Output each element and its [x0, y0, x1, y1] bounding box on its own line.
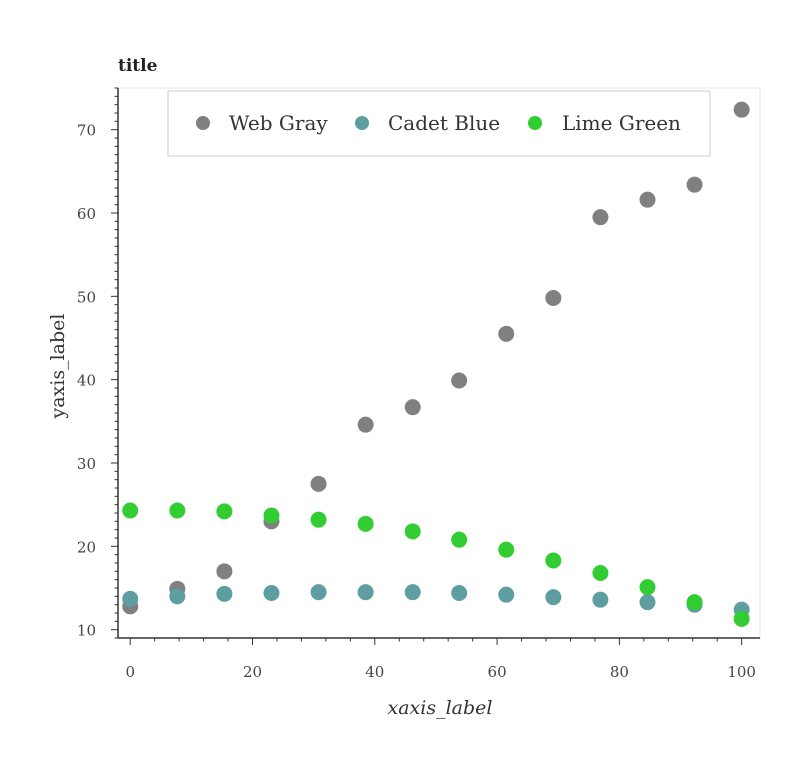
data-point — [498, 541, 515, 558]
data-point — [733, 610, 750, 627]
data-point — [357, 515, 374, 532]
legend-label: Cadet Blue — [388, 111, 500, 135]
y-axis: 10 20 30 40 50 60 70 — [77, 87, 118, 640]
legend-marker — [196, 116, 210, 130]
legend-marker — [528, 116, 542, 130]
x-tick-label: 100 — [727, 663, 756, 681]
data-point — [498, 586, 515, 603]
data-point — [639, 191, 656, 208]
data-point — [310, 584, 327, 601]
plot-border — [117, 87, 761, 639]
y-tick-label: 40 — [77, 372, 96, 390]
legend-label: Web Gray — [229, 111, 328, 135]
x-axis: 0 20 40 60 80 100 — [125, 638, 756, 681]
plot-area — [122, 101, 750, 627]
legend: Web Gray Cadet Blue Lime Green — [167, 90, 711, 157]
y-tick-label: 20 — [77, 538, 96, 556]
x-tick-label: 40 — [365, 663, 384, 681]
data-point — [639, 579, 656, 596]
data-point — [169, 502, 186, 519]
x-tick-label: 20 — [243, 663, 262, 681]
legend-box — [167, 90, 711, 157]
series-cadet-blue — [122, 584, 750, 618]
data-point — [357, 416, 374, 433]
series-lime-green — [122, 502, 750, 627]
data-point — [310, 511, 327, 528]
data-point — [310, 475, 327, 492]
y-tick-label: 10 — [77, 622, 96, 640]
data-point — [592, 565, 609, 581]
data-point — [451, 585, 468, 601]
plot-frame — [117, 87, 761, 639]
data-point — [169, 588, 186, 605]
y-axis-label: yaxis_label — [47, 314, 69, 420]
x-tick-label: 0 — [125, 663, 135, 681]
data-point — [639, 594, 656, 611]
data-point — [592, 591, 609, 608]
data-point — [122, 502, 139, 519]
data-point — [216, 563, 233, 580]
x-tick-label: 60 — [488, 663, 507, 681]
data-point — [545, 552, 562, 569]
legend-marker — [355, 116, 369, 130]
data-point — [498, 325, 515, 342]
data-point — [733, 101, 750, 118]
data-point — [545, 589, 562, 606]
data-point — [404, 523, 421, 540]
data-point — [263, 507, 280, 524]
data-point — [686, 594, 703, 611]
y-tick-label: 50 — [77, 288, 96, 306]
data-point — [216, 503, 233, 520]
data-point — [216, 585, 233, 602]
data-point — [686, 176, 703, 193]
data-point — [545, 290, 562, 306]
y-tick-label: 60 — [77, 205, 96, 223]
data-point — [451, 531, 468, 548]
data-point — [357, 584, 374, 601]
x-tick-label: 80 — [610, 663, 629, 681]
data-point — [451, 372, 468, 389]
data-point — [263, 585, 280, 601]
x-axis-label: xaxis_label — [388, 697, 493, 719]
data-point — [592, 209, 609, 226]
data-point — [404, 584, 421, 601]
legend-label: Lime Green — [562, 111, 681, 135]
data-point — [122, 590, 139, 607]
chart-title: title — [118, 56, 158, 76]
y-tick-label: 70 — [77, 122, 96, 140]
data-point — [404, 399, 421, 416]
y-tick-label: 30 — [77, 455, 96, 473]
series-web-gray — [122, 101, 750, 615]
